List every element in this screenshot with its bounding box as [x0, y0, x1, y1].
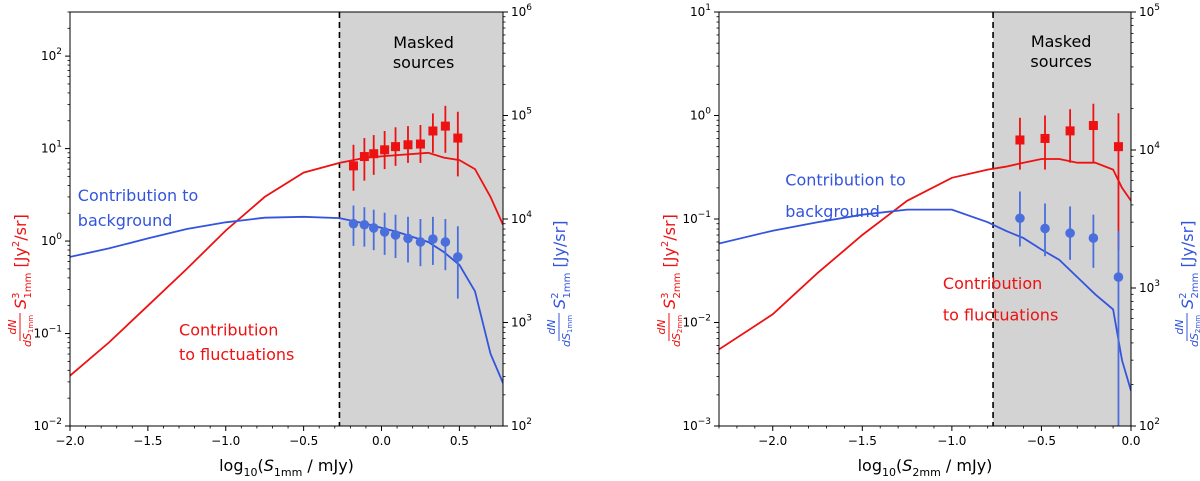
y-left-tick-label: 101 [41, 140, 62, 156]
annotation-background-line1: Contribution to [785, 171, 906, 190]
masked-region [993, 12, 1131, 426]
annotation-fluctuations-line2: to fluctuations [943, 305, 1058, 324]
data-point-blue-circle [1088, 233, 1099, 243]
data-point-blue-circle [390, 230, 401, 240]
y-right-label-main: S22mm [Jy/sr] [1178, 221, 1200, 309]
mask-label-line1: Masked [1031, 32, 1092, 51]
y-left-tick-label: 10−2 [33, 417, 62, 433]
data-point-blue-circle [440, 237, 451, 247]
x-tick-label: −2.0 [55, 434, 84, 448]
x-tick-label: −1.0 [211, 434, 240, 448]
y-right-tick-label: 106 [511, 3, 532, 19]
y-left-tick-label: 10−2 [682, 314, 711, 330]
y-right-tick-label: 104 [1139, 141, 1160, 157]
x-tick-label: −0.5 [1027, 434, 1056, 448]
y-right-label-main: S21mm [Jy/sr] [550, 221, 573, 309]
y-left-tick-label: 100 [41, 232, 62, 248]
y-left-tick-label: 10−1 [682, 210, 711, 226]
y-right-label-denominator: dS2mm [1188, 315, 1200, 347]
x-axis-label: log10(S1mm / mJy) [219, 456, 354, 479]
annotation-fluctuations-line1: Contribution [179, 321, 278, 340]
data-point-red-square [1015, 135, 1025, 145]
data-point-blue-circle [1015, 213, 1025, 224]
y-right-tick-label: 102 [1139, 417, 1160, 433]
data-point-red-square [1040, 133, 1050, 143]
data-point-red-square [369, 149, 379, 159]
data-point-blue-circle [379, 227, 390, 237]
data-point-red-square [380, 145, 390, 155]
y-left-tick-label: 10−1 [33, 325, 62, 341]
y-left-label-denominator: dS1mm [21, 315, 35, 347]
x-tick-label: 0.5 [450, 434, 469, 448]
data-point-blue-circle [428, 234, 438, 244]
y-left-tick-label: 101 [690, 3, 711, 19]
data-point-blue-circle [359, 219, 370, 230]
x-axis-label: log10(S2mm / mJy) [858, 456, 993, 479]
data-point-red-square [1088, 121, 1098, 131]
data-point-red-square [1065, 126, 1075, 136]
data-point-blue-circle [1040, 223, 1050, 234]
annotation-fluctuations-line1: Contribution [943, 274, 1042, 293]
mask-label-line1: Masked [393, 33, 454, 52]
data-point-blue-circle [1113, 272, 1124, 282]
data-point-blue-circle [348, 218, 359, 229]
y-left-label-main: S31mm [Jy2/sr] [11, 214, 34, 309]
y-left-label-main: S32mm [Jy2/sr] [660, 214, 683, 309]
y-right-tick-label: 105 [1139, 3, 1160, 19]
annotation-background-line2: background [78, 211, 173, 230]
data-point-red-square [359, 152, 369, 162]
x-tick-label: −0.5 [289, 434, 318, 448]
plot-area [719, 103, 1131, 426]
plot-area [70, 105, 503, 384]
y-left-label-numerator: dN [6, 319, 19, 334]
x-tick-label: −1.0 [937, 434, 966, 448]
y-left-tick-label: 10−3 [682, 417, 711, 433]
data-point-red-square [440, 121, 450, 131]
mask-label-line2: sources [1030, 52, 1091, 71]
y-right-label-denominator: dS1mm [560, 315, 574, 347]
y-left-tick-label: 102 [41, 47, 62, 63]
data-point-blue-circle [368, 223, 379, 233]
x-tick-label: −2.0 [758, 434, 787, 448]
data-point-blue-circle [1065, 228, 1075, 238]
annotation-background-line1: Contribution to [78, 186, 199, 205]
data-point-red-square [428, 126, 438, 136]
data-point-blue-circle [415, 237, 426, 247]
x-tick-label: 0.0 [372, 434, 391, 448]
y-left-tick-label: 100 [690, 107, 711, 123]
data-point-red-square [391, 142, 401, 152]
data-point-red-square [403, 140, 413, 150]
data-point-blue-circle [453, 252, 463, 262]
data-point-red-square [415, 139, 425, 149]
y-right-tick-label: 105 [511, 107, 532, 123]
x-tick-label: −1.5 [848, 434, 877, 448]
data-point-red-square [1113, 142, 1123, 152]
y-right-tick-label: 103 [1139, 279, 1160, 295]
annotation-fluctuations-line2: to fluctuations [179, 345, 294, 364]
y-right-tick-label: 102 [511, 417, 532, 433]
x-tick-label: 0.0 [1121, 434, 1140, 448]
y-right-label-numerator: dN [545, 319, 558, 334]
y-right-label-numerator: dN [1173, 319, 1186, 334]
y-right-tick-label: 104 [511, 210, 532, 226]
x-tick-label: −1.5 [133, 434, 162, 448]
data-point-red-square [453, 133, 463, 143]
y-left-label-numerator: dN [655, 319, 668, 334]
data-point-red-square [348, 161, 358, 171]
series-line-fluctuations [719, 158, 1131, 351]
annotation-background-line2: background [785, 202, 880, 221]
y-left-label-denominator: dS2mm [670, 315, 684, 347]
y-right-tick-label: 103 [511, 314, 532, 330]
data-point-blue-circle [403, 233, 413, 244]
series-line-background [719, 208, 1131, 392]
mask-label-line2: sources [393, 53, 454, 72]
